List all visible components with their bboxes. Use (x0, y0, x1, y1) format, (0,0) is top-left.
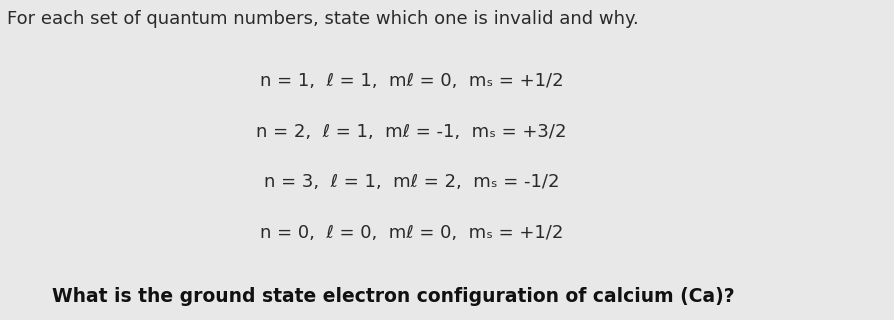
Text: n = 2,  ℓ = 1,  mℓ = -1,  mₛ = +3/2: n = 2, ℓ = 1, mℓ = -1, mₛ = +3/2 (257, 123, 566, 140)
Text: n = 3,  ℓ = 1,  mℓ = 2,  mₛ = -1/2: n = 3, ℓ = 1, mℓ = 2, mₛ = -1/2 (264, 173, 559, 191)
Text: What is the ground state electron configuration of calcium (Ca)?: What is the ground state electron config… (53, 287, 734, 306)
Text: n = 1,  ℓ = 1,  mℓ = 0,  mₛ = +1/2: n = 1, ℓ = 1, mℓ = 0, mₛ = +1/2 (259, 72, 563, 90)
Text: For each set of quantum numbers, state which one is invalid and why.: For each set of quantum numbers, state w… (7, 10, 638, 28)
Text: n = 0,  ℓ = 0,  mℓ = 0,  mₛ = +1/2: n = 0, ℓ = 0, mℓ = 0, mₛ = +1/2 (260, 224, 562, 242)
